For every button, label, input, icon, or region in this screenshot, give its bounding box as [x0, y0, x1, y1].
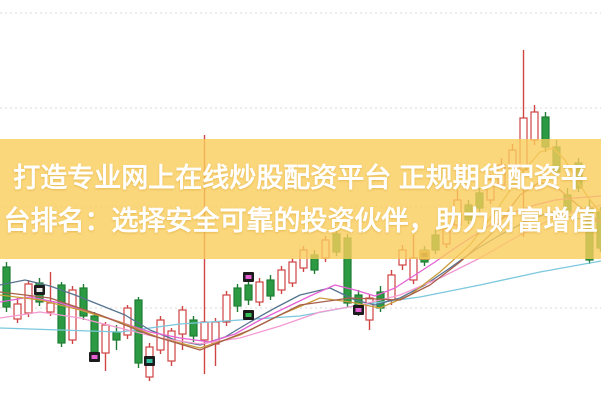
promo-banner: 打造专业网上在线炒股配资平台 正规期货配资平台排名：选择安全可靠的投资伙伴，助力… — [0, 139, 601, 259]
trade-signal-glyph — [355, 308, 362, 312]
candle-body — [222, 294, 231, 323]
promo-text: 打造专业网上在线炒股配资平台 正规期货配资平台排名：选择安全可靠的投资伙伴，助力… — [3, 163, 598, 236]
candle-body — [123, 307, 132, 336]
candle-body — [46, 302, 55, 313]
trade-signal-glyph — [91, 355, 98, 359]
trade-signal-glyph — [245, 313, 252, 317]
trade-signal-glyph — [36, 288, 43, 292]
trade-signal-glyph — [146, 359, 153, 363]
trade-signal-glyph — [245, 275, 252, 279]
candle-body — [101, 324, 110, 354]
candle-body — [167, 330, 176, 362]
candle-body — [112, 331, 121, 341]
ma-light-cyan — [0, 260, 601, 333]
candle-body — [79, 287, 88, 317]
candle-body — [189, 319, 198, 337]
candle-body — [244, 284, 253, 301]
candle-body — [277, 269, 286, 291]
candle-body — [255, 281, 264, 303]
candle-body — [57, 284, 66, 344]
candle-body — [178, 309, 187, 335]
candle-body — [288, 261, 297, 284]
candle-body — [266, 279, 275, 297]
candle-body — [200, 321, 209, 341]
candle-body — [365, 297, 374, 321]
candle-body — [2, 266, 11, 308]
candle-body — [233, 287, 242, 307]
candle-body — [68, 289, 77, 341]
candle-body — [530, 111, 539, 141]
candle-body — [13, 303, 22, 320]
